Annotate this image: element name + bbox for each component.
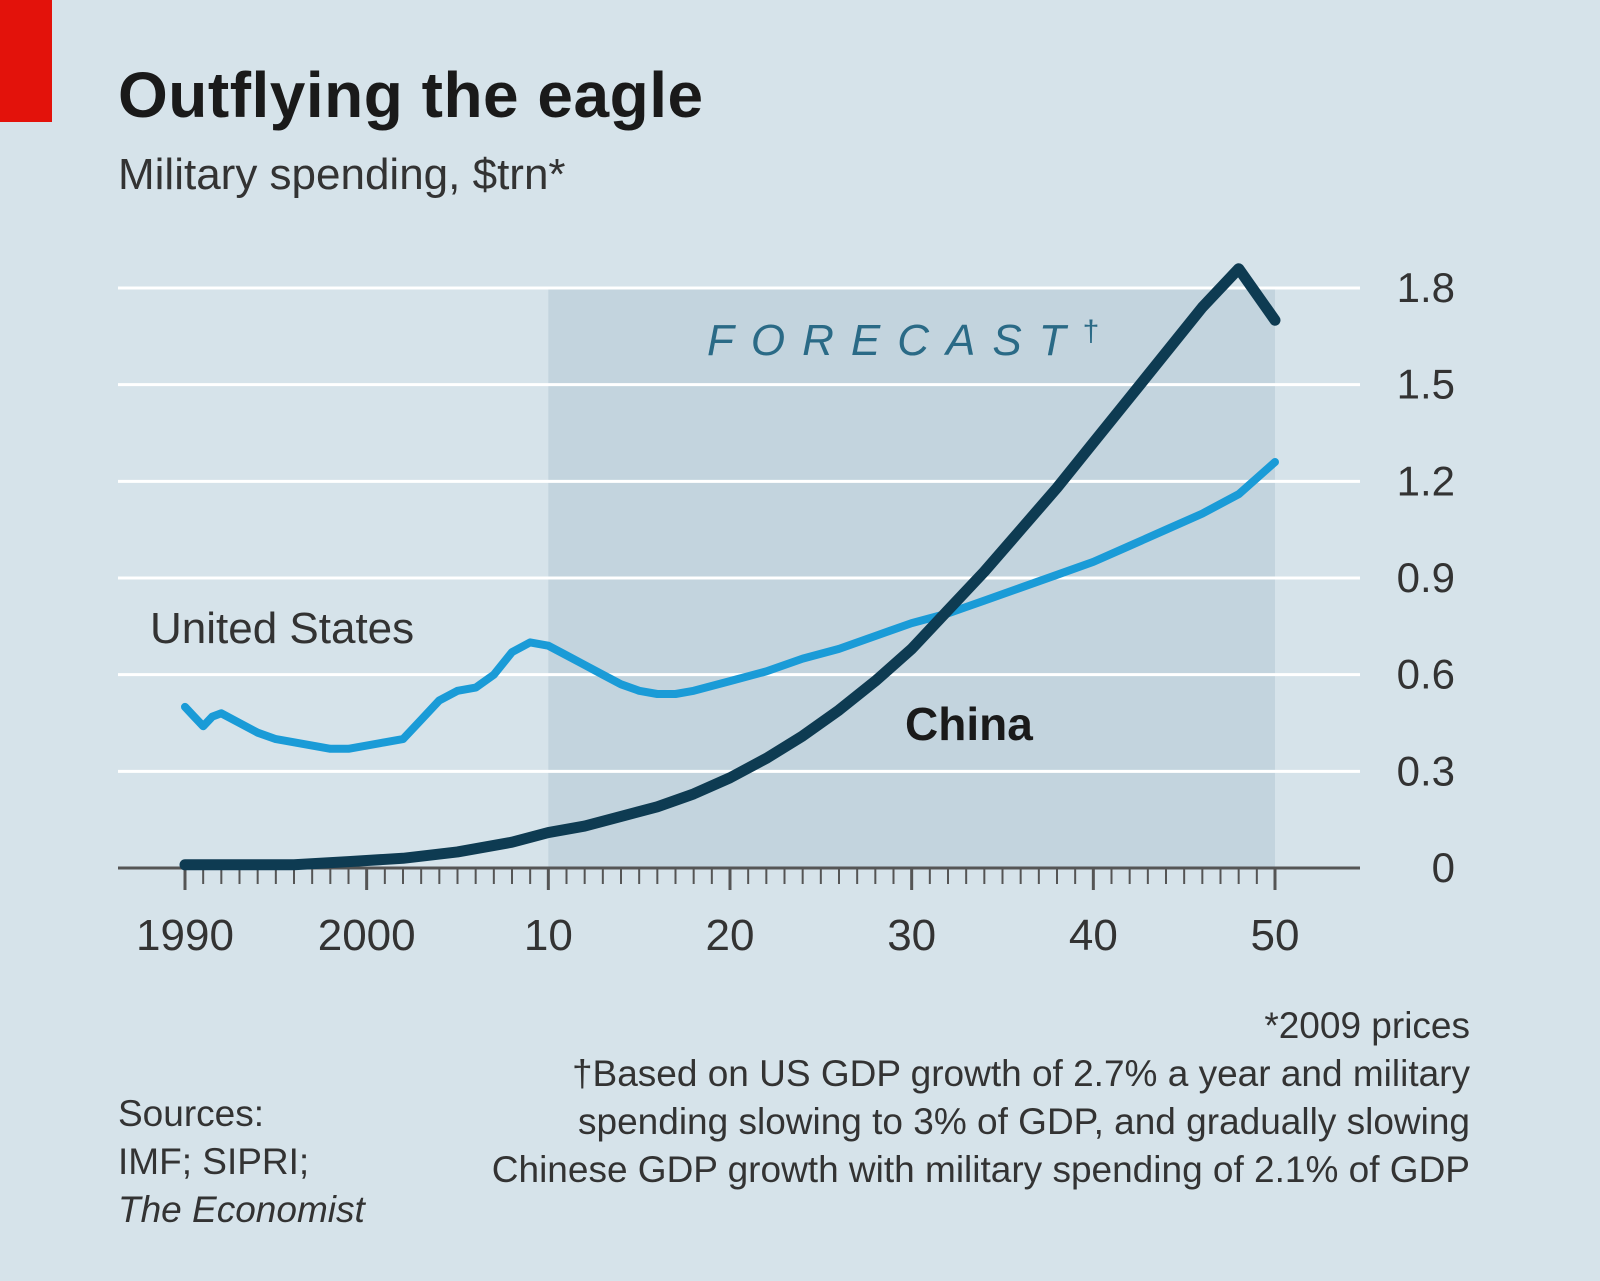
x-tick-label: 30 [887, 911, 936, 960]
y-tick-label: 1.2 [1397, 457, 1455, 504]
x-tick-label: 20 [706, 911, 755, 960]
sources-list: IMF; SIPRI; [118, 1141, 310, 1182]
y-tick-label: 0 [1432, 844, 1455, 891]
forecast-dagger: † [1083, 315, 1117, 348]
y-tick-label: 1.8 [1397, 264, 1455, 311]
footnote-prices: *2009 prices [1264, 1005, 1470, 1046]
x-tick-label: 2000 [318, 911, 416, 960]
footnote-basis: †Based on US GDP growth of 2.7% a year a… [491, 1053, 1470, 1190]
forecast-label-text: FORECAST [707, 316, 1083, 365]
chart-subtitle: Military spending, $trn* [118, 150, 566, 199]
sources-publication: The Economist [118, 1189, 365, 1230]
x-tick-label: 40 [1069, 911, 1118, 960]
series-united-states-line [181, 458, 1279, 753]
brand-tab [0, 0, 52, 122]
y-tick-label: 0.9 [1397, 554, 1455, 601]
x-tick-label: 10 [524, 911, 573, 960]
label-united-states: United States [150, 604, 414, 653]
x-tick-label: 1990 [136, 911, 234, 960]
forecast-label: FORECAST† [707, 315, 1116, 365]
y-tick-label: 1.5 [1397, 361, 1455, 408]
label-china: China [905, 698, 1033, 750]
y-tick-label: 0.6 [1397, 651, 1455, 698]
chart-title: Outflying the eagle [118, 59, 704, 131]
series-china-line [179, 263, 1281, 871]
sources-label: Sources: [118, 1093, 265, 1134]
y-tick-label: 0.3 [1397, 747, 1455, 794]
sources: Sources: IMF; SIPRI; The Economist [118, 1090, 365, 1234]
x-tick-label: 50 [1251, 911, 1300, 960]
